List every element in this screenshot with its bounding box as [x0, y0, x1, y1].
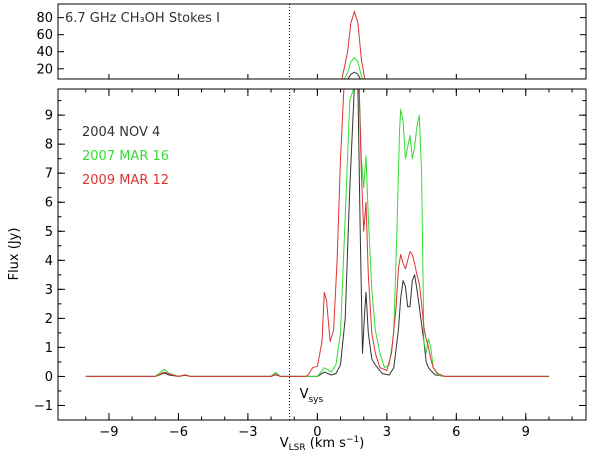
main-panel-frame: [57, 88, 587, 421]
top-series-group: [341, 10, 366, 79]
x-tick-label-0: −9: [99, 425, 118, 440]
x-tick-label-3: 0: [313, 425, 321, 440]
top-panel: 20 40 60 80 6.7 GHz CH₃OH Stokes I: [36, 3, 587, 80]
top-y-tick-label-1: 40: [36, 45, 53, 60]
legend-entry-2: 2009 MAR 12: [82, 173, 169, 188]
y-tick-label-10: 9: [45, 109, 53, 124]
legend: 2004 NOV 4 2007 MAR 16 2009 MAR 12: [82, 125, 169, 188]
series-line-2: [85, 89, 549, 377]
y-axis: −1 0 1 2 3 4 5 6 7 8 9: [34, 100, 586, 421]
y-tick-label-3: 2: [45, 312, 53, 327]
top-series-line-2: [341, 10, 366, 79]
y-tick-label-5: 4: [45, 254, 53, 269]
legend-entry-1: 2007 MAR 16: [82, 149, 169, 164]
main-series-group: [85, 89, 549, 377]
top-y-tick-label-0: 20: [36, 62, 53, 77]
y-tick-label-9: 8: [45, 138, 53, 153]
y-tick-label-7: 6: [45, 196, 53, 211]
y-tick-label-8: 7: [45, 167, 53, 182]
y-axis-label: Flux (Jy): [7, 228, 22, 281]
top-y-tick-label-3: 80: [36, 11, 53, 26]
x-tick-label-6: 9: [522, 425, 530, 440]
x-tick-label-2: −3: [238, 425, 257, 440]
x-tick-label-4: 3: [383, 425, 391, 440]
y-tick-label-0: −1: [34, 399, 53, 414]
top-panel-title: 6.7 GHz CH₃OH Stokes I: [65, 11, 220, 26]
top-panel-frame: [57, 3, 587, 80]
x-tick-label-1: −6: [169, 425, 188, 440]
top-series-line-0: [347, 71, 361, 79]
top-series-line-1: [343, 56, 364, 79]
x-axis-label: VLSR (km s−1): [280, 435, 365, 453]
y-tick-label-6: 5: [45, 225, 53, 240]
y-tick-label-1: 0: [45, 370, 53, 385]
top-y-axis: 20 40 60 80: [36, 11, 586, 77]
top-y-tick-label-2: 60: [36, 28, 53, 43]
y-tick-label-2: 1: [45, 341, 53, 356]
vsys-label: Vsys: [300, 387, 324, 405]
x-axis: −9 −6 −3 0 3 6 9: [85, 74, 573, 440]
x-tick-label-5: 6: [452, 425, 460, 440]
y-tick-label-4: 3: [45, 283, 53, 298]
series-line-1: [85, 89, 549, 377]
legend-entry-0: 2004 NOV 4: [82, 125, 160, 140]
